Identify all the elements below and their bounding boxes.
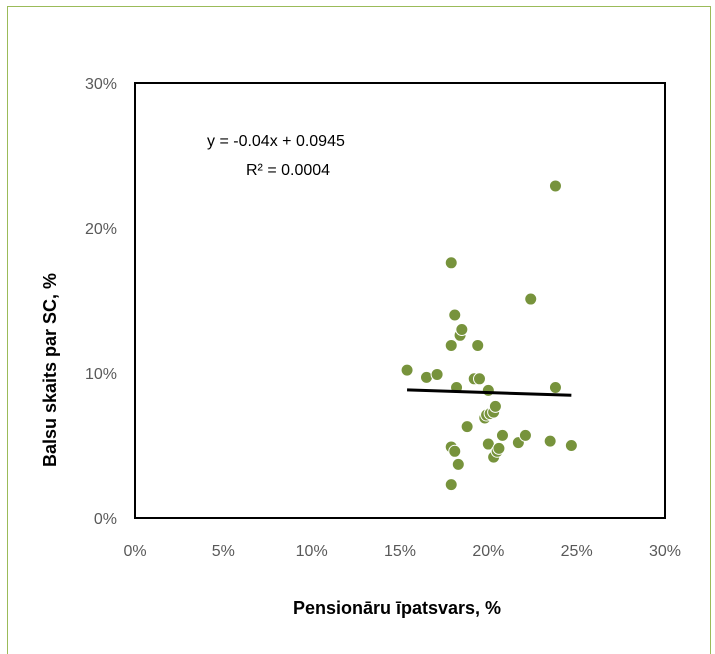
data-point [448, 308, 462, 322]
chart-frame [7, 6, 711, 654]
data-point [518, 428, 532, 442]
data-point [473, 372, 486, 386]
y-tick-label: 20% [85, 221, 117, 238]
data-point [460, 420, 474, 434]
data-point [420, 370, 433, 384]
x-axis-title: Pensionāru īpatsvars, % [293, 598, 501, 618]
data-point [444, 256, 458, 270]
data-point [488, 399, 502, 413]
x-tick-label: 5% [212, 543, 235, 560]
x-tick-label: 20% [472, 543, 504, 560]
x-tick-label: 15% [384, 543, 416, 560]
data-point [471, 338, 485, 352]
plot-area-border [134, 82, 666, 519]
data-point [543, 434, 557, 448]
data-point [492, 441, 506, 455]
data-point [564, 439, 578, 452]
x-tick-label: 30% [649, 543, 681, 560]
trendline-r-squared: R² = 0.0004 [246, 162, 330, 179]
y-axis-title: Balsu skaits par SC, % [40, 273, 60, 467]
data-point [481, 383, 495, 397]
data-points [400, 179, 578, 492]
y-tick-label: 30% [85, 76, 117, 93]
data-point [444, 338, 458, 352]
y-tick-label: 10% [85, 366, 117, 383]
y-axis-ticks: 0% 10% 20% 30% [85, 76, 117, 528]
data-point [451, 457, 465, 471]
data-point [548, 381, 562, 394]
x-axis-ticks: 0% 5% 10% 15% 20% 25% 30% [123, 543, 681, 560]
trendline-equation: y = -0.04x + 0.0945 [207, 133, 345, 150]
data-point [524, 292, 538, 306]
x-tick-label: 0% [123, 543, 146, 560]
data-point [455, 323, 469, 336]
trendline [407, 388, 572, 397]
x-tick-label: 10% [296, 543, 328, 560]
data-point [495, 428, 509, 442]
data-point [400, 363, 414, 377]
data-point [430, 367, 444, 381]
x-tick-label: 25% [561, 543, 593, 560]
data-point [448, 444, 462, 458]
data-point [444, 478, 458, 492]
data-point [548, 179, 562, 193]
y-tick-label: 0% [94, 511, 117, 528]
